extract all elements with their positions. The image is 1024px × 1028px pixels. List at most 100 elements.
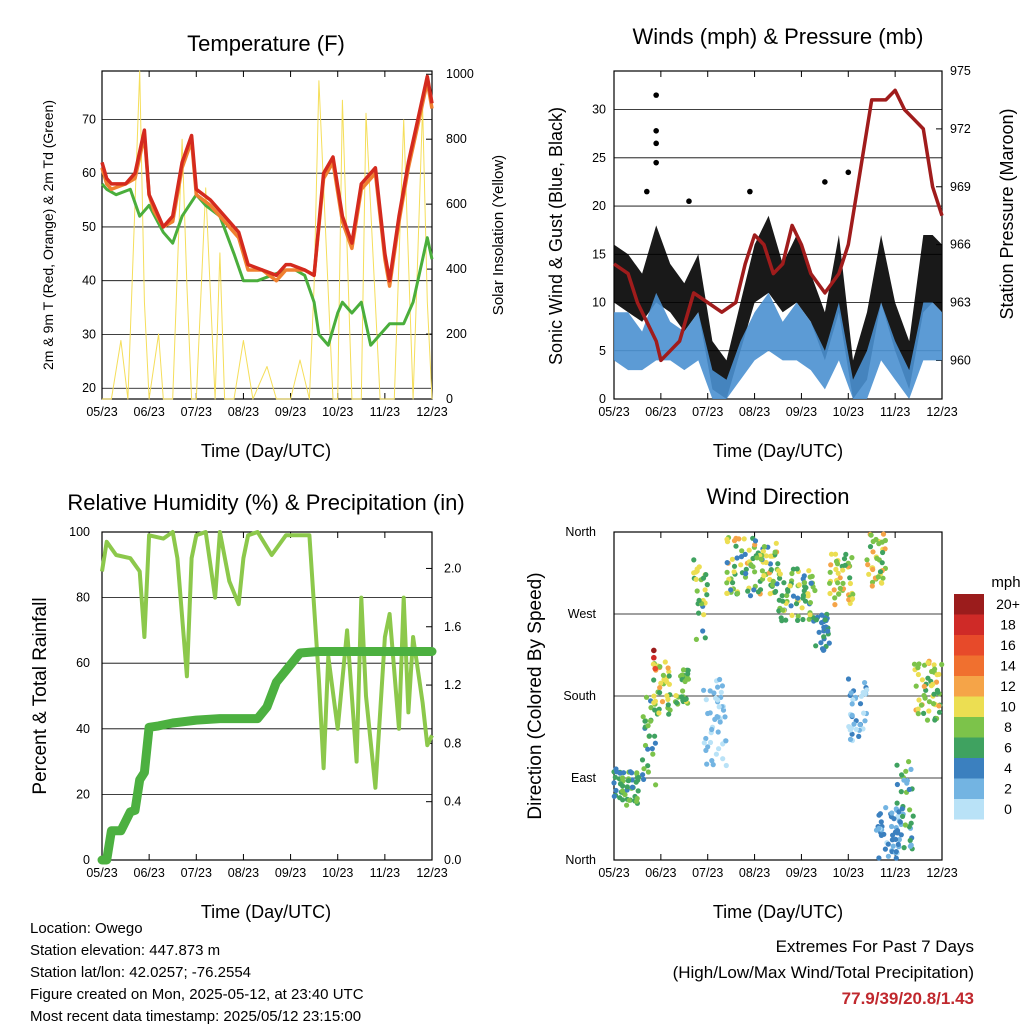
direction-point xyxy=(748,562,754,568)
direction-point xyxy=(845,676,852,682)
direction-point xyxy=(807,600,814,606)
y-tick-label: North xyxy=(565,853,596,867)
x-tick-label: 12/23 xyxy=(416,866,447,880)
speed-legend: mph 20+ 18 16 14 12 10 8 6 4 2 0 xyxy=(954,574,1021,820)
direction-point xyxy=(847,575,853,581)
direction-point xyxy=(813,643,819,649)
direction-point xyxy=(779,593,785,599)
direction-point xyxy=(629,770,635,776)
y2-tick-label: 2.0 xyxy=(444,561,461,575)
direction-point xyxy=(898,832,904,838)
direction-point xyxy=(772,549,778,555)
direction-xlabel: Time (Day/UTC) xyxy=(713,902,843,922)
x-tick-label: 05/23 xyxy=(86,866,117,880)
y-tick-label: 100 xyxy=(69,525,90,539)
direction-point xyxy=(651,677,657,683)
direction-point xyxy=(758,556,764,562)
direction-point xyxy=(876,541,882,547)
direction-point xyxy=(784,592,790,599)
direction-point xyxy=(768,553,774,559)
x-tick-label: 05/23 xyxy=(86,405,117,419)
direction-point xyxy=(746,547,752,553)
direction-point xyxy=(793,601,800,607)
extremes-title: Extremes For Past 7 Days xyxy=(775,937,974,956)
direction-point xyxy=(849,701,855,707)
direction-point xyxy=(890,843,896,849)
direction-point xyxy=(626,797,632,803)
direction-point xyxy=(733,543,739,549)
extremes-values: 77.9/39/20.8/1.43 xyxy=(841,989,974,1008)
y-tick-label: 20 xyxy=(82,381,96,395)
speed-swatch xyxy=(954,737,984,758)
direction-point xyxy=(657,685,663,691)
speed-label: 18 xyxy=(1000,617,1016,633)
direction-point xyxy=(807,612,813,618)
direction-point xyxy=(921,692,927,699)
gust-point xyxy=(822,179,828,185)
direction-point xyxy=(900,813,906,820)
direction-point xyxy=(683,696,689,702)
direction-point xyxy=(889,823,895,830)
direction-point xyxy=(800,592,807,599)
direction-point xyxy=(621,770,627,776)
speed-swatch xyxy=(954,696,984,717)
direction-point xyxy=(840,580,846,587)
direction-point xyxy=(853,726,859,732)
y-tick-label: 50 xyxy=(82,220,96,234)
x-tick-label: 11/23 xyxy=(880,866,910,880)
x-tick-label: 11/23 xyxy=(370,405,400,419)
x-tick-label: 05/23 xyxy=(598,405,629,419)
direction-point xyxy=(729,556,736,562)
direction-point xyxy=(894,781,901,788)
direction-point xyxy=(713,751,720,757)
direction-point xyxy=(640,772,646,778)
direction-point xyxy=(831,587,837,593)
direction-point xyxy=(641,776,647,783)
x-tick-label: 08/23 xyxy=(739,866,770,880)
gust-point xyxy=(653,140,659,147)
direction-point xyxy=(896,837,903,843)
direction-point xyxy=(651,647,657,654)
x-tick-label: 09/23 xyxy=(786,405,817,419)
direction-point xyxy=(901,845,907,851)
temperature-y2label: Solar Insolation (Yellow) xyxy=(490,155,507,315)
direction-point xyxy=(678,673,685,679)
x-tick-label: 11/23 xyxy=(370,866,400,880)
direction-point xyxy=(718,689,724,695)
y-tick-label: 40 xyxy=(76,722,90,736)
direction-point xyxy=(790,566,797,572)
direction-point xyxy=(660,672,667,678)
direction-point xyxy=(832,551,839,557)
direction-point xyxy=(880,575,886,581)
y-tick-label: 80 xyxy=(76,591,90,605)
direction-point xyxy=(842,562,848,568)
x-tick-label: 08/23 xyxy=(739,405,770,419)
direction-point xyxy=(907,807,913,813)
direction-point xyxy=(717,676,723,683)
series-t9m xyxy=(100,74,434,283)
direction-point xyxy=(645,769,652,775)
direction-panel: Wind Direction Time (Day/UTC) Direction … xyxy=(525,484,958,922)
direction-point xyxy=(935,689,941,695)
direction-point xyxy=(767,561,774,567)
direction-point xyxy=(899,772,905,778)
y-tick-label: 60 xyxy=(82,166,96,180)
direction-point xyxy=(795,617,801,624)
direction-point xyxy=(783,617,789,623)
direction-point xyxy=(745,588,751,594)
x-tick-label: 06/23 xyxy=(134,405,165,419)
direction-point xyxy=(933,679,940,685)
speed-swatch xyxy=(954,614,984,635)
x-tick-label: 09/23 xyxy=(786,866,817,880)
direction-point xyxy=(767,591,773,597)
y-tick-label: 40 xyxy=(82,274,96,288)
y2-tick-label: 0.0 xyxy=(444,853,461,867)
x-tick-label: 06/23 xyxy=(134,866,165,880)
direction-point xyxy=(809,573,815,580)
station-location: Location: Owego xyxy=(30,920,143,937)
y2-tick-label: 1.6 xyxy=(444,620,461,634)
direction-point xyxy=(648,705,654,711)
speed-swatch xyxy=(954,655,984,676)
y-tick-label: 25 xyxy=(592,151,606,165)
direction-point xyxy=(720,756,726,762)
